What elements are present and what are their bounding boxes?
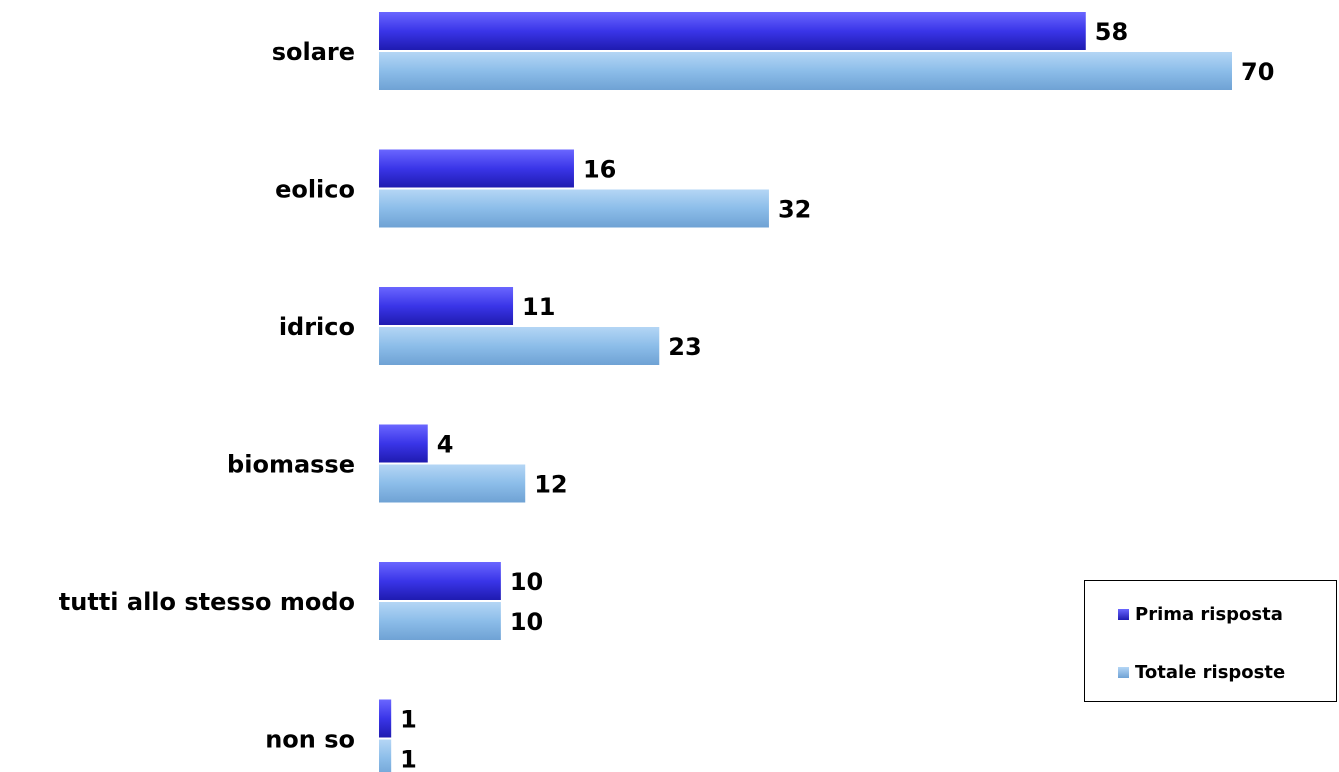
legend-label-prima-risposta: Prima risposta	[1135, 604, 1283, 625]
bar-totale-risposte-eolico	[379, 189, 769, 228]
bar-totale-risposte-biomasse	[379, 464, 526, 503]
category-label-biomasse: biomasse	[227, 451, 355, 479]
legend-item-prima-risposta: Prima risposta	[1118, 604, 1283, 625]
bar-totale-risposte-idrico	[379, 327, 660, 365]
data-label-totale-risposte-eolico: 32	[778, 196, 811, 224]
legend-swatch-totale-risposte	[1118, 667, 1129, 678]
data-label-prima-risposta-tutti-allo-stesso-modo: 10	[510, 568, 543, 596]
category-label-solare: solare	[272, 38, 355, 66]
bar-prima-risposta-eolico	[379, 149, 574, 188]
category-label-eolico: eolico	[275, 176, 355, 204]
category-label-tutti-allo-stesso-modo: tutti allo stesso modo	[59, 588, 355, 616]
data-label-totale-risposte-idrico: 23	[668, 333, 701, 361]
data-label-prima-risposta-solare: 58	[1095, 18, 1128, 46]
labels-layer: solare5870eolico1632idrico1123biomasse41…	[59, 18, 1275, 772]
bar-prima-risposta-solare	[379, 12, 1086, 50]
bar-prima-risposta-idrico	[379, 287, 514, 325]
data-label-totale-risposte-solare: 70	[1241, 58, 1274, 86]
bar-totale-risposte-non-so	[379, 739, 392, 772]
data-label-prima-risposta-non-so: 1	[400, 706, 417, 734]
legend: Prima risposta Totale risposte	[1084, 580, 1337, 702]
data-label-totale-risposte-tutti-allo-stesso-modo: 10	[510, 608, 543, 636]
legend-item-totale-risposte: Totale risposte	[1118, 662, 1285, 683]
bar-prima-risposta-tutti-allo-stesso-modo	[379, 562, 501, 600]
bar-prima-risposta-biomasse	[379, 424, 428, 463]
bar-prima-risposta-non-so	[379, 699, 392, 738]
legend-swatch-prima-risposta	[1118, 609, 1129, 620]
bars-layer	[379, 12, 1232, 772]
data-label-prima-risposta-biomasse: 4	[437, 431, 454, 459]
legend-label-totale-risposte: Totale risposte	[1135, 662, 1286, 683]
category-label-non-so: non so	[265, 726, 355, 754]
bar-totale-risposte-solare	[379, 52, 1232, 90]
data-label-totale-risposte-biomasse: 12	[534, 471, 567, 499]
category-label-idrico: idrico	[279, 313, 355, 341]
data-label-prima-risposta-idrico: 11	[522, 293, 555, 321]
bar-totale-risposte-tutti-allo-stesso-modo	[379, 602, 501, 640]
data-label-prima-risposta-eolico: 16	[583, 156, 616, 184]
data-label-totale-risposte-non-so: 1	[400, 746, 417, 772]
